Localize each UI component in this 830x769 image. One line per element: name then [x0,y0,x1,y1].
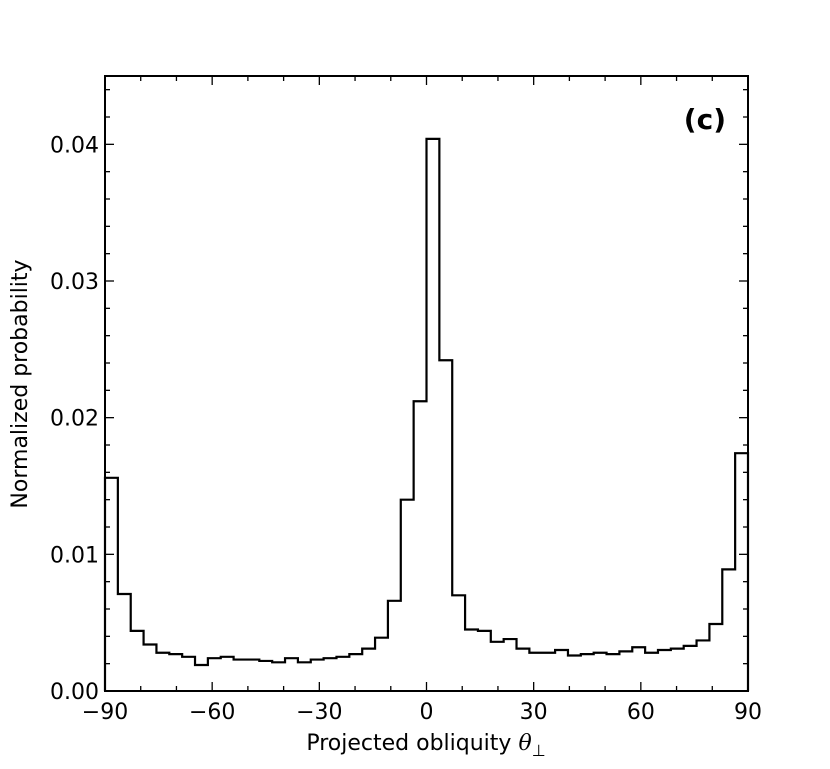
x-tick-label: 0 [420,700,434,725]
x-tick-label: −30 [296,700,342,725]
y-tick-labels: 0.00 0.01 0.02 0.03 0.04 [50,133,99,705]
histogram-step-line [103,137,750,691]
y-axis-label: Normalized probability [8,259,33,508]
plot-frame [104,75,749,692]
x-tick-label: 90 [734,700,762,725]
y-tick-label: 0.02 [50,407,99,432]
y-tick-label: 0.03 [50,270,99,295]
y-tick-label: 0.01 [50,543,99,568]
panel-label: (c) [684,103,726,136]
x-axis-label: Projected obliquity θ⊥ [306,731,545,760]
x-tick-label: −60 [189,700,235,725]
x-tick-labels: −90 −60 −30 0 30 60 90 [82,700,762,725]
x-tick-label: −90 [82,700,128,725]
x-tick-label: 30 [520,700,548,725]
x-axis-label-symbol: θ [518,731,531,756]
x-axis-label-subscript: ⊥ [532,741,546,760]
x-axis-label-text: Projected obliquity [306,731,511,756]
y-tick-label: 0.04 [50,133,99,158]
x-tick-label: 60 [627,700,655,725]
y-tick-label: 0.00 [50,680,99,705]
